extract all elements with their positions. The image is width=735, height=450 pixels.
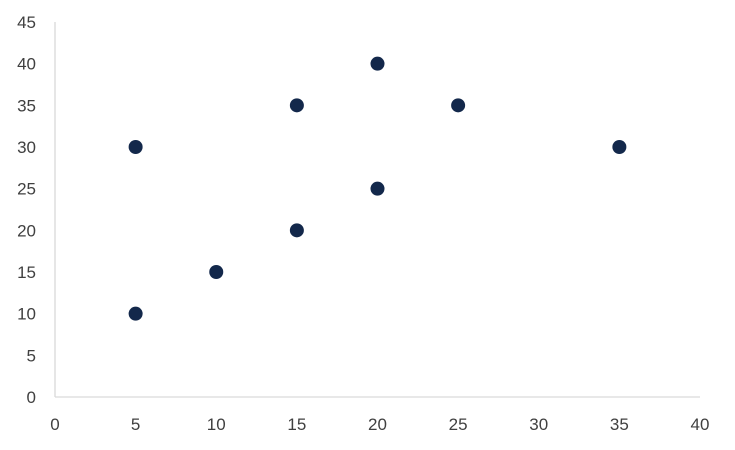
y-tick-label: 30 xyxy=(17,138,36,157)
x-tick-label: 10 xyxy=(207,415,226,434)
data-point xyxy=(289,98,304,113)
x-tick-label: 15 xyxy=(287,415,306,434)
data-point xyxy=(289,223,304,238)
data-point xyxy=(370,56,385,71)
data-point xyxy=(209,265,224,279)
x-tick-label: 5 xyxy=(131,415,140,434)
data-point xyxy=(370,181,385,196)
x-tick-labels: 0 5 10 15 20 25 30 35 40 xyxy=(50,415,709,434)
x-tick-label: 40 xyxy=(691,415,710,434)
y-tick-label: 15 xyxy=(17,263,36,282)
x-tick-label: 25 xyxy=(449,415,468,434)
y-tick-labels: 0 5 10 15 20 25 30 35 40 45 xyxy=(17,13,36,407)
x-tick-label: 0 xyxy=(50,415,59,434)
y-tick-label: 10 xyxy=(17,305,36,324)
x-tick-label: 35 xyxy=(610,415,629,434)
y-tick-label: 35 xyxy=(17,96,36,115)
y-tick-label: 25 xyxy=(17,180,36,199)
data-point xyxy=(451,98,466,113)
x-tick-label: 20 xyxy=(368,415,387,434)
y-tick-label: 40 xyxy=(17,55,36,74)
y-tick-label: 20 xyxy=(17,221,36,240)
data-point xyxy=(612,140,627,154)
x-tick-label: 30 xyxy=(529,415,548,434)
y-tick-label: 0 xyxy=(27,388,36,407)
data-point xyxy=(128,306,143,321)
data-points xyxy=(128,56,627,321)
y-tick-label: 45 xyxy=(17,13,36,32)
y-tick-label: 5 xyxy=(27,346,36,365)
data-point xyxy=(128,140,143,154)
axes xyxy=(54,22,700,398)
